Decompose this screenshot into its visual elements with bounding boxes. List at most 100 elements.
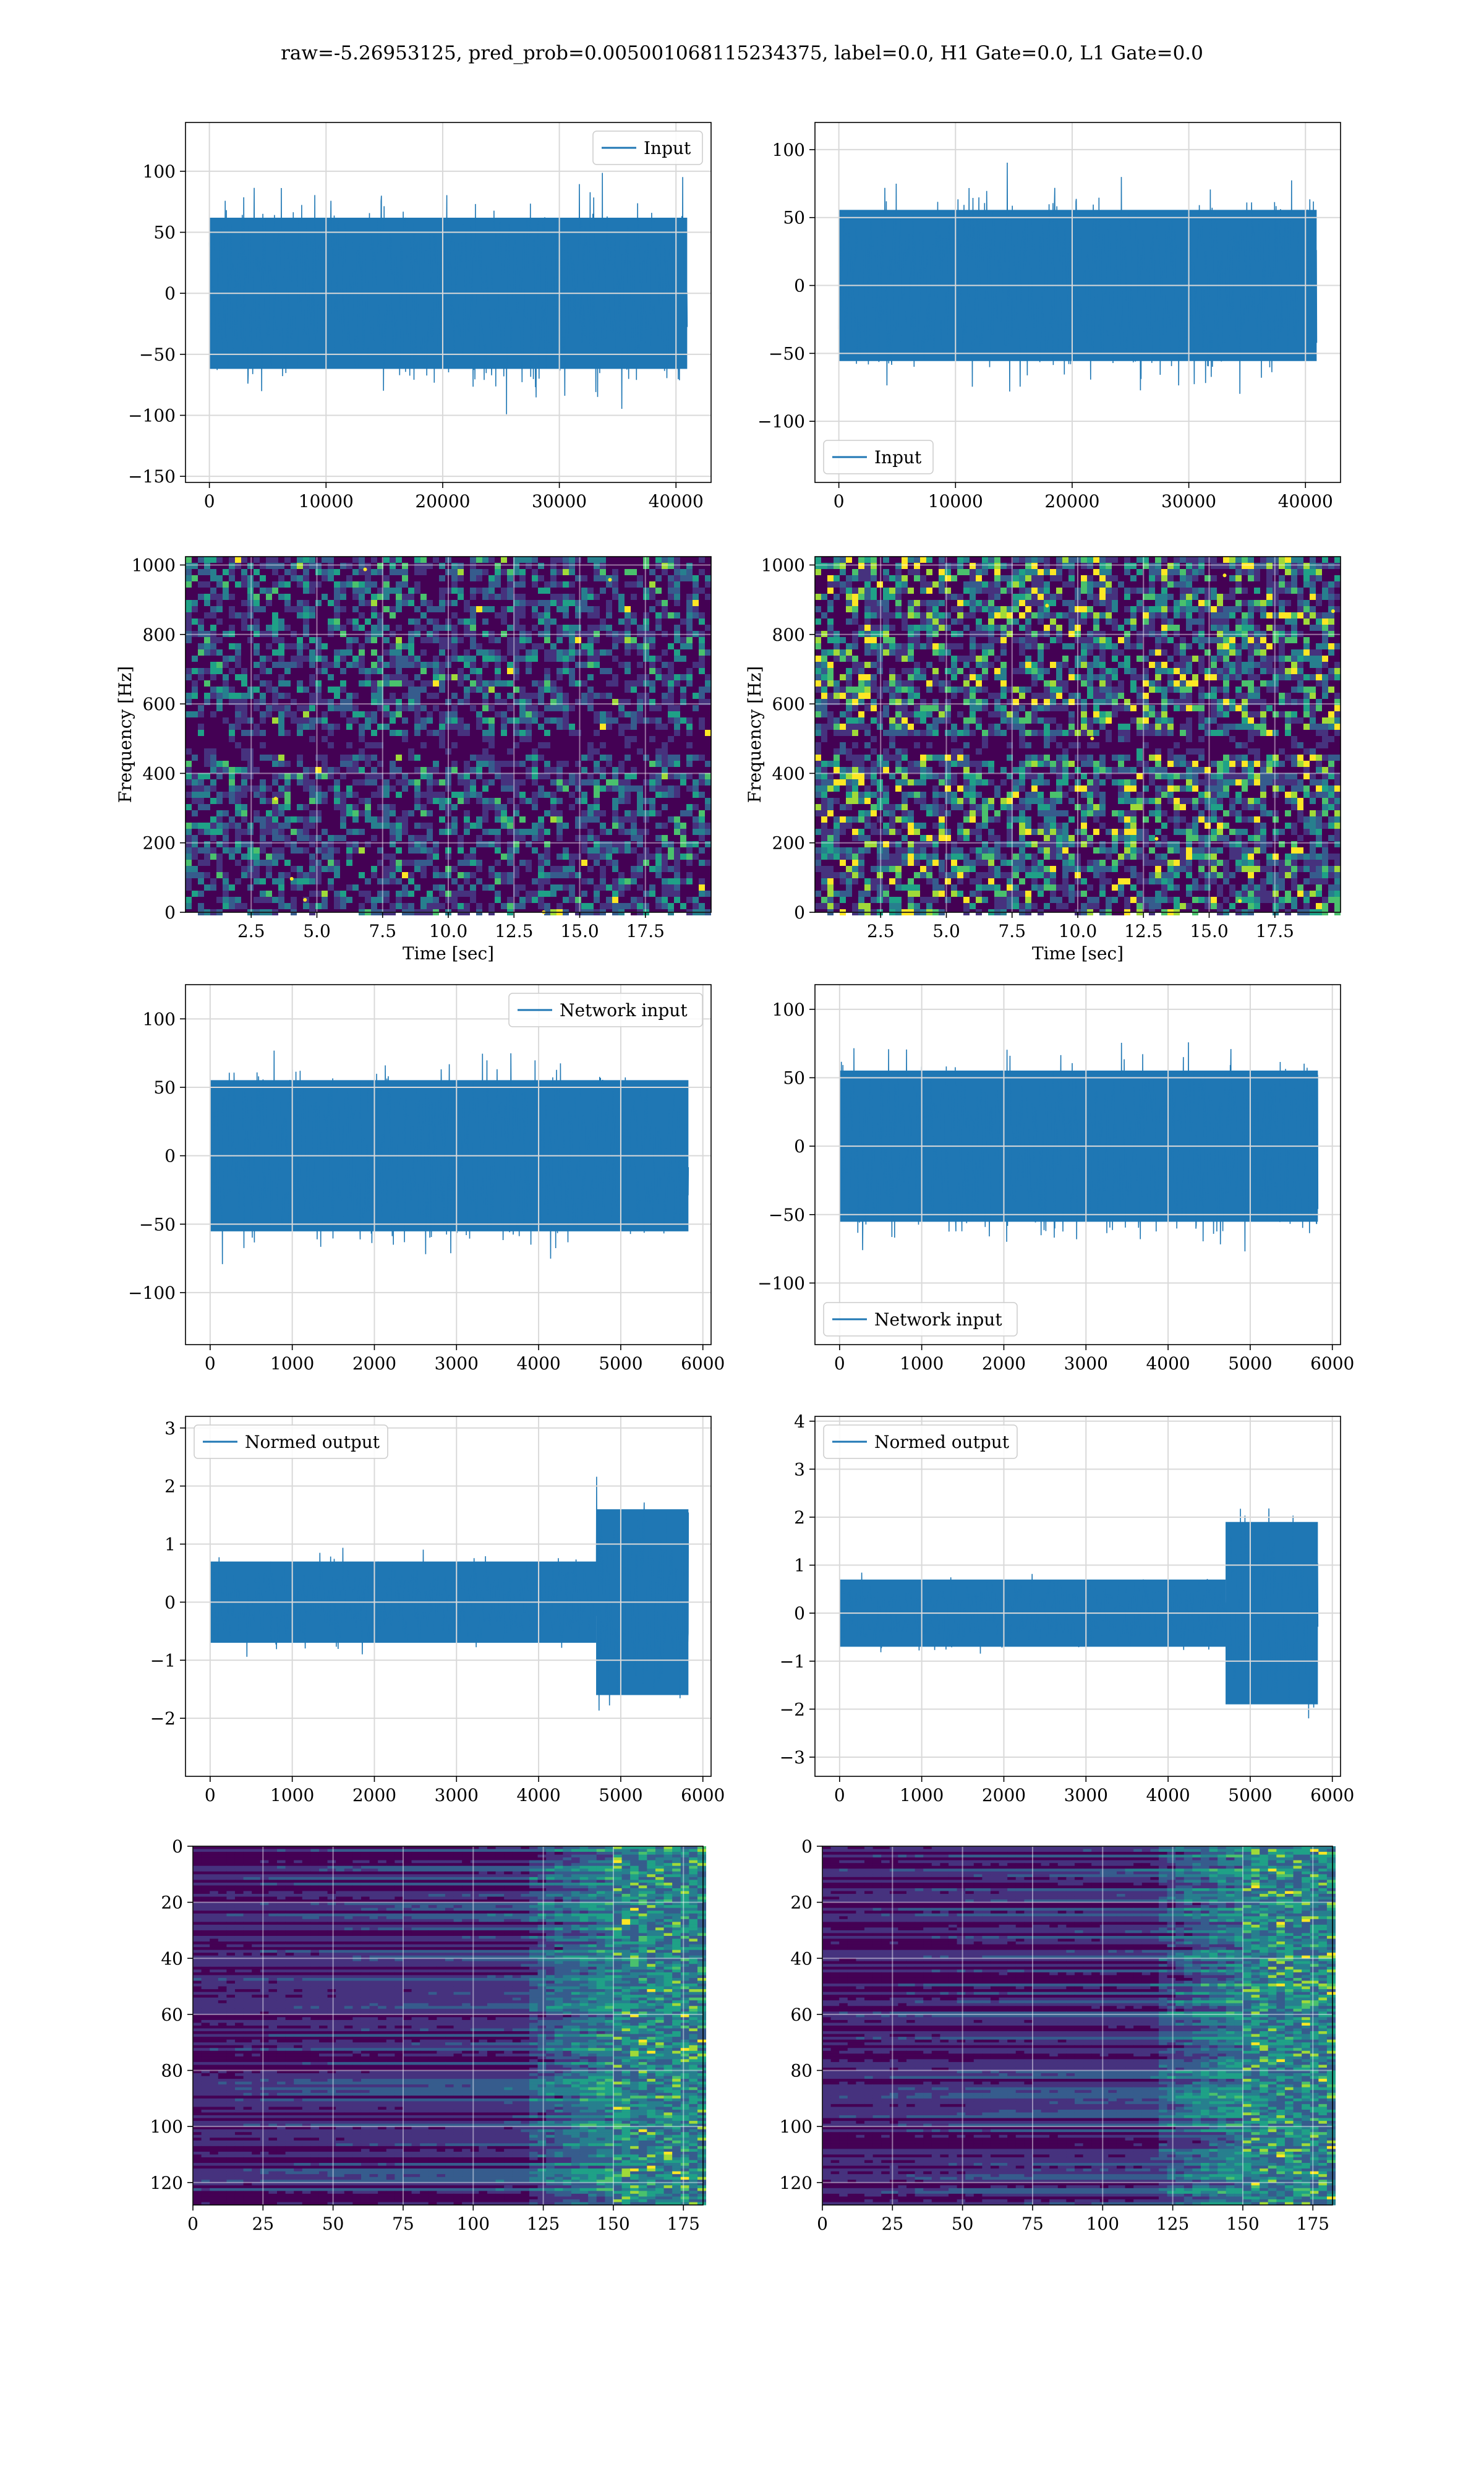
heatmap-cell — [1124, 569, 1130, 575]
heatmap-cell — [1248, 643, 1254, 649]
heatmap-cell — [1192, 767, 1198, 773]
heatmap-cell — [858, 717, 864, 724]
heatmap-cell — [210, 594, 216, 600]
y-tick-label: 1000 — [132, 555, 176, 575]
heatmap-cell — [1068, 742, 1075, 748]
heatmap-cell — [963, 656, 970, 662]
heatmap-cell — [495, 816, 501, 823]
heatmap-cell — [1106, 680, 1112, 687]
x-tick-label: 30000 — [1161, 491, 1216, 511]
heatmap-cell — [470, 792, 476, 798]
heatmap-cell — [544, 637, 550, 643]
heatmap-cell — [1217, 674, 1223, 680]
heatmap-cell — [1124, 730, 1130, 736]
heatmap-cell — [1316, 581, 1322, 588]
heatmap-cell — [680, 618, 686, 625]
heatmap-cell — [1013, 705, 1019, 711]
heatmap-cell — [834, 687, 840, 693]
heatmap-cell — [390, 606, 396, 612]
heatmap-cell — [495, 637, 501, 643]
heatmap-cell — [1081, 656, 1087, 662]
heatmap-cell — [1013, 767, 1019, 773]
heatmap-cell — [821, 724, 827, 730]
heatmap-cell — [699, 662, 705, 668]
heatmap-cell — [1019, 680, 1025, 687]
heatmap-cell — [1124, 687, 1130, 693]
heatmap-cell — [451, 563, 458, 569]
heatmap-cell — [1112, 792, 1118, 798]
heatmap-cell — [1248, 563, 1254, 569]
heatmap-cell — [563, 854, 569, 860]
heatmap-cell — [1099, 575, 1106, 581]
heatmap-cell — [606, 779, 612, 785]
heatmap-cell — [272, 612, 278, 618]
heatmap-cell — [458, 773, 464, 779]
heatmap-cell — [247, 773, 254, 779]
heatmap-cell — [606, 724, 612, 730]
heatmap-cell — [1334, 668, 1341, 674]
heatmap-cell — [1223, 779, 1229, 785]
heatmap-cell — [526, 563, 532, 569]
heatmap-cell — [408, 847, 414, 854]
heatmap-cell — [1273, 792, 1279, 798]
heatmap-cell — [1118, 724, 1124, 730]
heatmap-cell — [507, 637, 513, 643]
heatmap-cell — [852, 792, 858, 798]
heatmap-cell — [705, 594, 711, 600]
heatmap-cell — [1112, 594, 1118, 600]
heatmap-cell — [883, 755, 889, 761]
heatmap-cell — [1192, 563, 1198, 569]
heatmap-cell — [507, 847, 513, 854]
heatmap-cell — [908, 779, 914, 785]
heatmap-cell — [594, 823, 600, 829]
heatmap-cell — [247, 841, 254, 847]
heatmap-cell — [223, 656, 229, 662]
heatmap-cell — [556, 816, 563, 823]
heatmap-cell — [402, 600, 408, 606]
heatmap-cell — [272, 897, 278, 903]
heatmap-cell — [637, 625, 643, 631]
heatmap-cell — [1149, 594, 1155, 600]
heatmap-cell — [908, 606, 914, 612]
heatmap-cell — [408, 748, 414, 755]
heatmap-cell — [1013, 606, 1019, 612]
heatmap-cell — [550, 767, 556, 773]
heatmap-cell — [662, 680, 668, 687]
heatmap-cell — [322, 643, 328, 649]
heatmap-cell — [346, 860, 352, 866]
heatmap-cell — [994, 625, 1000, 631]
heatmap-cell — [427, 829, 433, 835]
heatmap-cell — [1291, 557, 1297, 563]
heatmap-cell — [1291, 755, 1297, 761]
heatmap-cell — [840, 773, 846, 779]
heatmap-cell — [1161, 637, 1167, 643]
heatmap-cell — [519, 761, 526, 767]
heatmap-cell — [618, 779, 625, 785]
heatmap-cell — [532, 823, 538, 829]
heatmap-cell — [612, 860, 618, 866]
heatmap-cell — [1174, 612, 1180, 618]
heatmap-cell — [470, 637, 476, 643]
heatmap-cell — [550, 649, 556, 656]
heatmap-cell — [383, 637, 390, 643]
heatmap-cell — [371, 823, 377, 829]
heatmap-cell — [976, 656, 982, 662]
heatmap-cell — [827, 637, 834, 643]
heatmap-cell — [618, 816, 625, 823]
heatmap-cell — [297, 643, 303, 649]
heatmap-cell — [846, 730, 852, 736]
heatmap-cell — [1044, 625, 1050, 631]
heatmap-cell — [970, 730, 976, 736]
heatmap-cell — [1099, 668, 1106, 674]
heatmap-cell — [476, 569, 482, 575]
heatmap-cell — [1310, 588, 1316, 594]
heatmap-cell — [278, 761, 284, 767]
heatmap-cell — [883, 711, 889, 717]
heatmap-cell — [402, 563, 408, 569]
heatmap-cell — [680, 569, 686, 575]
heatmap-cell — [458, 618, 464, 625]
heatmap-cell — [680, 903, 686, 909]
heatmap-cell — [1106, 674, 1112, 680]
heatmap-cell — [637, 804, 643, 810]
heatmap-cell — [241, 903, 247, 909]
